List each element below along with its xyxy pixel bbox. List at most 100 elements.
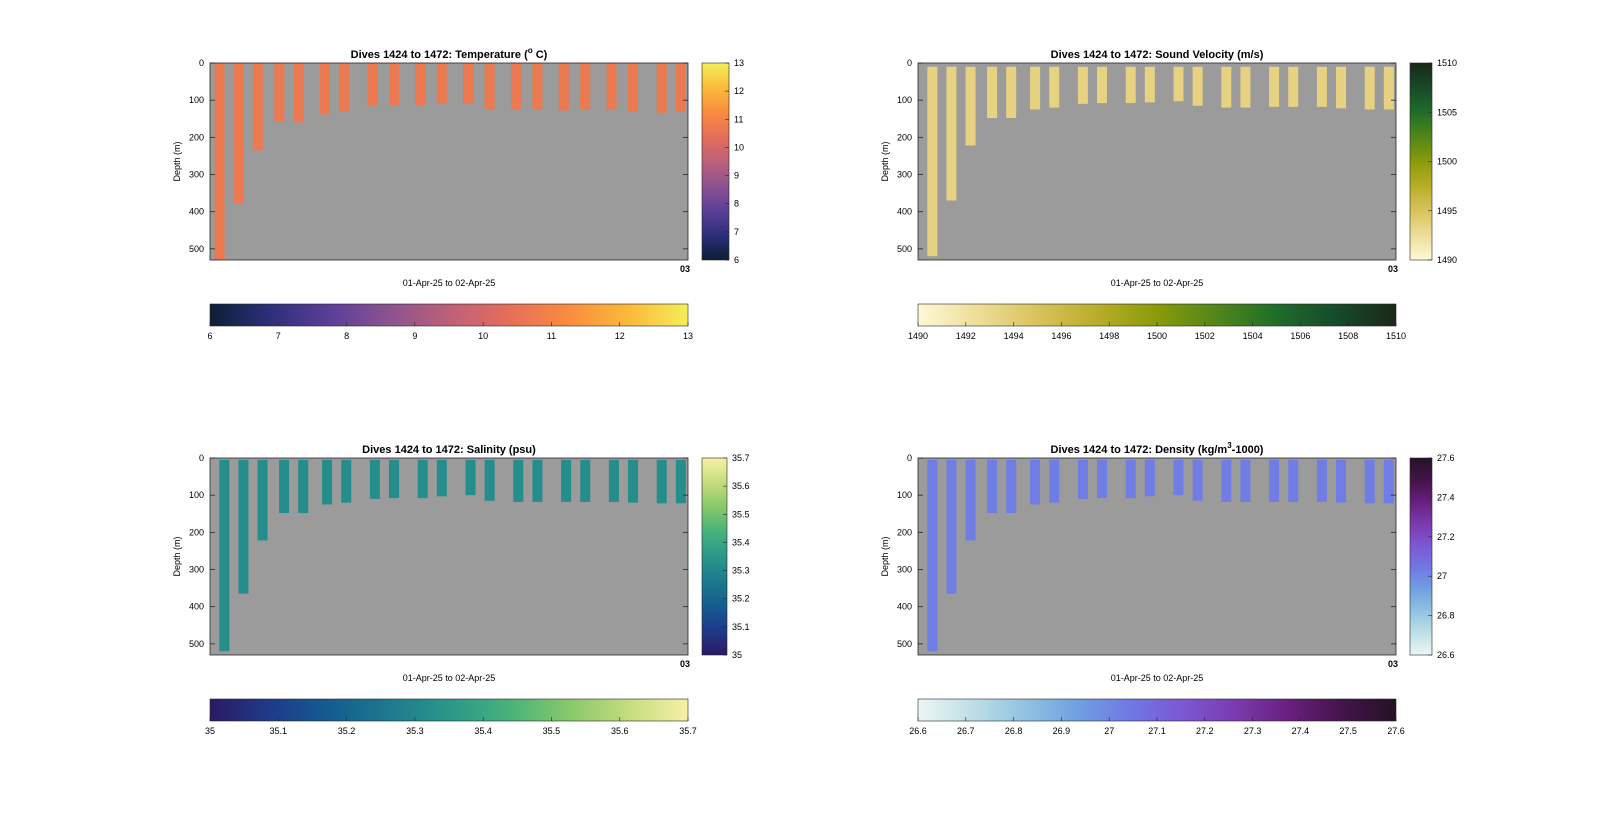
hcolorbar-tick-label: 26.6	[909, 726, 927, 736]
dive-profile-12	[1192, 459, 1203, 501]
x-axis-label: 01-Apr-25 to 02-Apr-25	[403, 673, 496, 683]
chart-panel-0: Dives 1424 to 1472: Temperature (o C) 0 10…	[172, 46, 744, 341]
dive-profile-16	[580, 63, 591, 110]
dive-profile-1	[946, 459, 957, 594]
x-tick-label: 03	[1388, 264, 1398, 274]
hcolorbar-tick-label: 12	[615, 331, 625, 341]
dive-profile-7	[1077, 459, 1088, 499]
dive-profile-13	[513, 459, 524, 502]
colorbar-tick-label: 11	[734, 114, 743, 124]
dive-profile-6	[338, 63, 349, 113]
y-tick-label: 100	[897, 490, 912, 500]
y-tick-label: 0	[907, 453, 912, 463]
dive-profile-4	[298, 459, 309, 514]
dive-profile-1	[238, 459, 249, 594]
colorbar-tick-label: 9	[734, 171, 739, 181]
x-axis-label: 01-Apr-25 to 02-Apr-25	[403, 278, 496, 288]
y-tick-label: 400	[897, 602, 912, 612]
hcolorbar-tick-label: 11	[547, 331, 556, 341]
dive-profile-12	[484, 459, 495, 501]
colorbar-tick-label: 27.4	[1437, 492, 1455, 502]
dive-profile-19	[1364, 66, 1375, 110]
chart-title: Dives 1424 to 1472: Sound Velocity (m/s)	[1051, 49, 1264, 61]
dive-profile-3	[987, 66, 998, 119]
dive-profile-4	[1006, 66, 1017, 119]
hcolorbar-tick-label: 1504	[1243, 331, 1263, 341]
y-tick-label: 400	[897, 207, 912, 217]
y-tick-label: 500	[189, 244, 204, 254]
hcolorbar-tick-label: 8	[344, 331, 349, 341]
dive-profile-4	[1006, 459, 1017, 514]
dive-profile-17	[1316, 66, 1327, 107]
dive-profile-13	[1221, 459, 1232, 502]
dive-profile-7	[367, 63, 378, 107]
dive-profile-6	[1049, 66, 1060, 108]
y-tick-label: 100	[189, 95, 204, 105]
y-tick-label: 300	[189, 565, 204, 575]
dive-profile-18	[1336, 459, 1347, 503]
hcolorbar-tick-label: 9	[412, 331, 417, 341]
hcolorbar-tick-label: 1496	[1051, 331, 1071, 341]
axes-box	[917, 62, 1397, 261]
y-tick-label: 0	[199, 58, 204, 68]
dive-profile-10	[436, 459, 447, 497]
dive-profile-10	[1144, 459, 1155, 497]
colorbar-tick-label: 35.2	[732, 594, 750, 604]
dive-profile-11	[463, 63, 474, 104]
axes-box	[917, 457, 1397, 656]
y-tick-label: 500	[897, 244, 912, 254]
chart-title: Dives 1424 to 1472: Density (kg/m3-1000)	[1051, 441, 1264, 456]
dive-profile-14	[532, 63, 543, 110]
x-tick-label: 03	[680, 264, 690, 274]
colorbar-tick-label: 26.6	[1437, 650, 1455, 660]
axes-box	[209, 457, 689, 656]
dive-profile-14	[532, 459, 543, 502]
colorbar-tick-label: 35.7	[732, 453, 750, 463]
hcolorbar-tick-label: 10	[478, 331, 488, 341]
dive-profile-4	[293, 63, 304, 123]
colorbar-vertical	[701, 457, 728, 656]
y-tick-label: 0	[199, 453, 204, 463]
chart-panel-1: Dives 1424 to 1472: Sound Velocity (m/s)…	[880, 49, 1457, 341]
dive-profile-12	[1192, 66, 1203, 106]
colorbar-tick-label: 1500	[1437, 157, 1457, 167]
hcolorbar-tick-label: 26.9	[1053, 726, 1071, 736]
x-axis-label: 01-Apr-25 to 02-Apr-25	[1111, 278, 1204, 288]
chart-title-text: Dives 1424 to 1472: Sound Velocity (m/s)	[1051, 49, 1264, 61]
y-tick-label: 200	[897, 527, 912, 537]
hcolorbar-tick-label: 27	[1104, 726, 1114, 736]
y-axis-label: Depth (m)	[880, 536, 890, 576]
colorbar-tick-label: 35	[732, 650, 742, 660]
y-tick-label: 100	[897, 95, 912, 105]
chart-title-text: Dives 1424 to 1472: Density (kg/m	[1051, 444, 1228, 456]
hcolorbar-tick-label: 27.4	[1292, 726, 1310, 736]
hcolorbar-tick-label: 35.5	[543, 726, 561, 736]
x-tick-label: 03	[1388, 659, 1398, 669]
colorbar-horizontal	[209, 303, 689, 327]
dive-profile-3	[987, 459, 998, 514]
dive-profile-5	[1030, 459, 1041, 505]
y-axis-label: Depth (m)	[172, 141, 182, 181]
dive-profile-15	[558, 63, 569, 111]
colorbar-tick-label: 35.4	[732, 537, 750, 547]
dive-profile-2	[257, 459, 268, 541]
dive-profile-17	[606, 63, 617, 110]
colorbar-tick-label: 8	[734, 199, 739, 209]
hcolorbar-tick-label: 35.3	[406, 726, 424, 736]
plot-area	[918, 63, 1396, 260]
hcolorbar-tick-label: 1490	[908, 331, 928, 341]
dive-profile-20	[1383, 459, 1394, 504]
hcolorbar-tick-label: 35.1	[270, 726, 288, 736]
dive-profile-8	[389, 63, 400, 106]
y-tick-label: 200	[189, 132, 204, 142]
dive-profile-11	[1173, 66, 1184, 102]
y-axis-label: Depth (m)	[880, 141, 890, 181]
colorbar-tick-label: 13	[734, 58, 744, 68]
y-tick-label: 100	[189, 490, 204, 500]
hcolorbar-tick-label: 35.2	[338, 726, 356, 736]
dive-profile-11	[1173, 459, 1184, 496]
colorbar-tick-label: 1510	[1437, 58, 1457, 68]
dive-profile-9	[1125, 66, 1136, 104]
